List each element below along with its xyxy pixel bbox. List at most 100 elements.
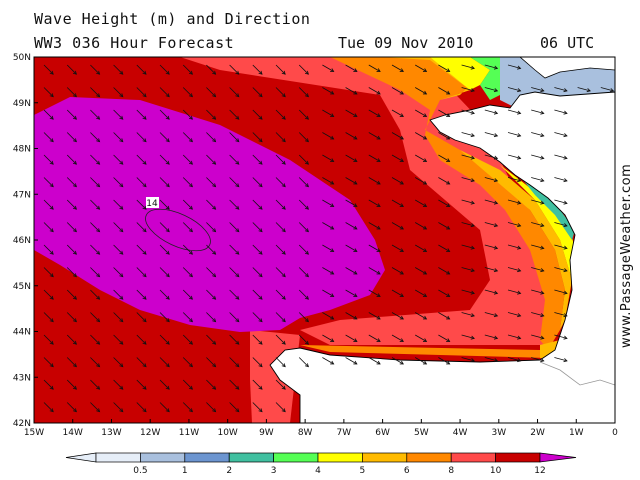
arrow-head	[165, 115, 170, 120]
arrow-head	[188, 160, 193, 165]
wave-direction-arrow	[252, 109, 263, 120]
forecast-time: 06 UTC	[540, 34, 595, 52]
arrow-head	[540, 155, 545, 160]
arrow-head	[258, 250, 263, 255]
arrow-head	[422, 68, 428, 72]
arrow-head	[330, 248, 335, 252]
arrow-head	[517, 133, 522, 138]
wave-direction-arrow	[531, 244, 544, 249]
wave-direction-arrow	[368, 109, 381, 117]
wave-direction-arrow	[182, 334, 193, 345]
arrow-head	[165, 385, 170, 390]
map-title: Wave Height (m) and Direction	[34, 10, 311, 28]
wave-direction-arrow	[368, 357, 381, 365]
arrow-head	[49, 115, 54, 120]
arrow-head	[517, 223, 522, 228]
wave-direction-arrow	[43, 312, 54, 322]
wave-direction-arrow	[461, 87, 475, 92]
wave-direction-arrow	[43, 379, 54, 390]
arrow-head	[446, 158, 451, 162]
arrow-head	[376, 360, 381, 365]
arrow-head	[258, 273, 263, 278]
arrow-head	[119, 228, 124, 233]
arrow-head	[281, 385, 286, 390]
lon-label: 8W	[298, 428, 313, 438]
wave-direction-arrow	[252, 357, 263, 367]
arrow-head	[119, 385, 124, 390]
wave-direction-arrow	[554, 244, 568, 249]
arrow-head	[212, 273, 217, 278]
wave-direction-arrow	[66, 154, 77, 165]
arrow-head	[540, 88, 545, 93]
lat-label: 47N	[13, 190, 31, 200]
arrow-head	[376, 270, 381, 275]
wave-band-3-4-east	[515, 170, 575, 240]
arrow-head	[281, 115, 286, 120]
wave-direction-arrow	[298, 64, 309, 75]
wave-direction-arrow	[391, 109, 404, 117]
legend-tick-label: 6	[404, 466, 410, 476]
arrow-head	[258, 363, 263, 368]
arrow-head	[422, 248, 428, 252]
arrow-head	[96, 115, 101, 120]
arrow-head	[563, 245, 568, 250]
lon-label: 14W	[63, 428, 83, 438]
wave-direction-arrow	[484, 312, 498, 317]
arrow-head	[49, 250, 54, 255]
wave-direction-arrow	[438, 334, 450, 342]
wave-direction-arrow	[160, 425, 169, 434]
wave-direction-arrow	[252, 64, 263, 75]
wave-direction-arrow	[391, 312, 404, 320]
arrow-head	[517, 313, 522, 318]
wave-direction-arrow	[507, 87, 521, 92]
wave-direction-arrow	[438, 154, 450, 162]
wave-direction-arrow	[252, 132, 263, 142]
wave-direction-arrow	[438, 132, 450, 140]
wave-direction-arrow	[531, 109, 544, 114]
legend-swatch	[95, 452, 141, 463]
arrow-head	[96, 138, 101, 143]
wave-direction-arrow	[43, 177, 54, 187]
wave-direction-arrow	[229, 87, 240, 97]
arrow-head	[304, 228, 309, 233]
arrow-head	[330, 135, 335, 140]
arrow-head	[376, 293, 381, 297]
arrow-head	[188, 93, 193, 98]
arrow-head	[212, 70, 217, 75]
wave-direction-arrow	[275, 177, 286, 187]
wave-direction-arrow	[554, 154, 568, 159]
wave-direction-arrow	[66, 222, 77, 232]
wave-direction-arrow	[531, 222, 544, 227]
wave-direction-arrow	[66, 132, 77, 142]
arrow-head	[165, 228, 170, 233]
wave-band-4-5	[430, 57, 490, 90]
wave-direction-arrow	[554, 177, 568, 182]
lon-label: 10W	[217, 428, 237, 438]
wave-direction-arrow	[345, 334, 358, 342]
wave-direction-arrow	[368, 267, 381, 275]
wave-direction-arrow	[136, 402, 147, 412]
arrow-head	[446, 270, 451, 275]
wave-direction-arrow	[206, 109, 216, 120]
wave-direction-arrow	[391, 64, 404, 72]
arrow-head	[330, 68, 335, 72]
arrow-head	[49, 295, 54, 300]
wave-direction-arrow	[438, 87, 450, 95]
wave-direction-arrow	[136, 357, 147, 367]
wave-direction-arrow	[182, 289, 193, 300]
arrow-head	[446, 113, 451, 117]
arrow-head	[235, 250, 240, 255]
arrow-head	[119, 363, 124, 368]
legend-tick-label: 10	[490, 466, 502, 476]
arrow-head	[119, 160, 124, 165]
wave-direction-arrow	[113, 87, 124, 97]
arrow-head	[188, 183, 193, 188]
wave-direction-arrow	[438, 222, 450, 230]
wave-direction-arrow	[461, 267, 475, 272]
arrow-head	[165, 273, 170, 278]
wave-direction-arrow	[345, 154, 358, 162]
wave-direction-arrow	[507, 312, 521, 317]
wave-direction-arrow	[90, 244, 100, 255]
wave-direction-arrow	[322, 132, 334, 140]
wave-direction-arrow	[531, 267, 544, 272]
